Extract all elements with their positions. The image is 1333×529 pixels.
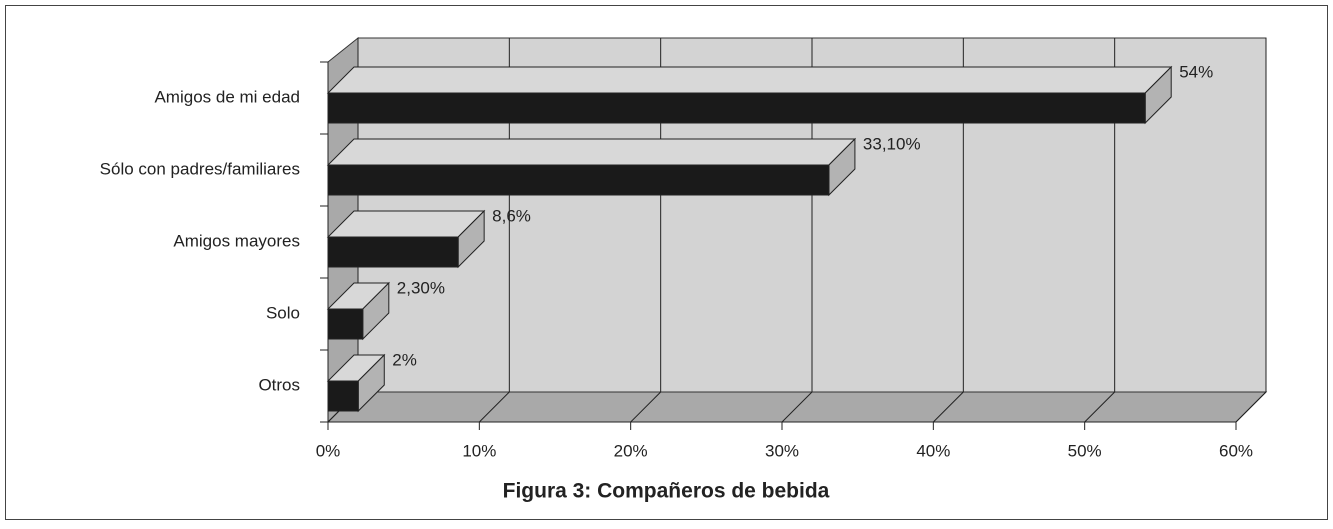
grid-line	[781, 391, 813, 423]
y-tick-label: Sólo con padres/familiares	[100, 159, 300, 178]
grid-line	[630, 391, 662, 423]
value-label: 54%	[1179, 62, 1213, 81]
x-tick-label: 30%	[765, 441, 799, 460]
bar-top	[326, 210, 486, 238]
value-label: 8,6%	[492, 206, 531, 225]
y-tick-label: Amigos mayores	[173, 231, 300, 250]
value-label: 2%	[392, 350, 417, 369]
bar	[327, 164, 830, 196]
bar	[327, 380, 359, 412]
value-label: 2,30%	[397, 278, 445, 297]
bar	[327, 308, 364, 340]
grid-line	[478, 391, 510, 423]
x-tick-label: 40%	[916, 441, 950, 460]
bar	[327, 236, 459, 268]
x-tick-label: 20%	[614, 441, 648, 460]
y-tick-label: Solo	[266, 303, 300, 322]
x-tick-label: 60%	[1219, 441, 1253, 460]
y-tick-label: Otros	[258, 375, 300, 394]
x-tick-label: 10%	[462, 441, 496, 460]
x-tick-label: 50%	[1068, 441, 1102, 460]
bar-top	[326, 138, 857, 166]
y-tick-label: Amigos de mi edad	[154, 87, 300, 106]
grid-line	[932, 391, 964, 423]
grid-line	[1235, 391, 1267, 423]
bar-top	[326, 66, 1173, 94]
grid-line	[1084, 391, 1116, 423]
bar	[327, 92, 1146, 124]
chart-title: Figura 3: Compañeros de bebida	[503, 480, 830, 503]
value-label: 33,10%	[863, 134, 921, 153]
x-tick-label: 0%	[316, 441, 341, 460]
